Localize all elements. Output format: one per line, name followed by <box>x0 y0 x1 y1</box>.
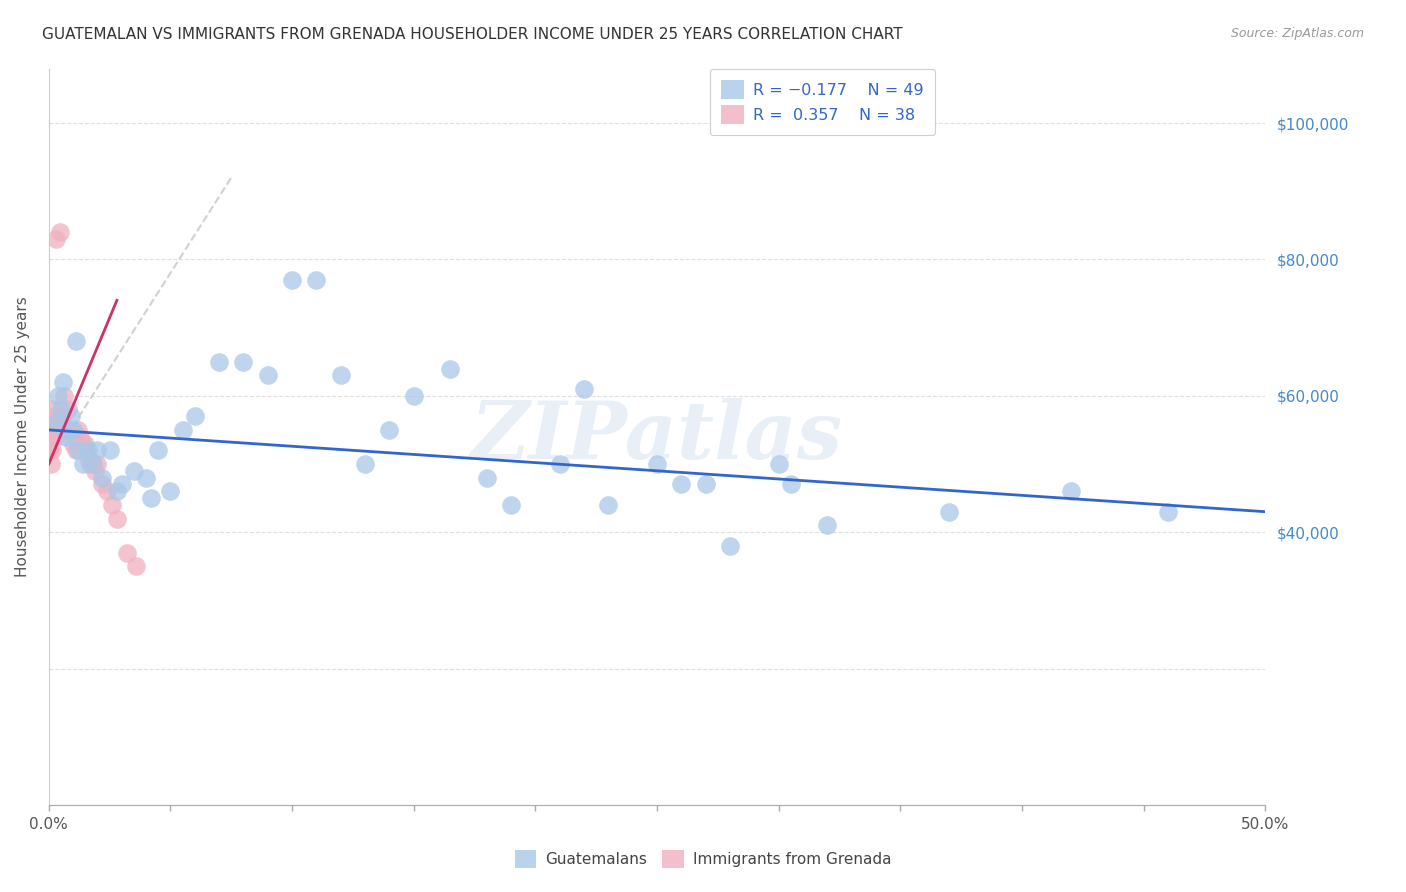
Point <box>111 477 134 491</box>
Y-axis label: Householder Income Under 25 years: Householder Income Under 25 years <box>15 296 30 577</box>
Point <box>39 423 62 437</box>
Point <box>768 457 790 471</box>
Point <box>475 470 498 484</box>
Point <box>91 470 114 484</box>
Legend: R = −0.177    N = 49, R =  0.357    N = 38: R = −0.177 N = 49, R = 0.357 N = 38 <box>710 70 935 135</box>
Point <box>105 511 128 525</box>
Point <box>46 416 69 430</box>
Point <box>329 368 352 383</box>
Point <box>232 355 254 369</box>
Point <box>41 443 63 458</box>
Point <box>42 430 65 444</box>
Point <box>45 416 67 430</box>
Point <box>96 484 118 499</box>
Point <box>55 430 77 444</box>
Point <box>66 443 89 458</box>
Point <box>49 409 72 424</box>
Point <box>86 443 108 458</box>
Point <box>208 355 231 369</box>
Point <box>548 457 571 471</box>
Point <box>148 443 170 458</box>
Point <box>938 505 960 519</box>
Point <box>139 491 162 505</box>
Point <box>72 436 94 450</box>
Point <box>66 423 89 437</box>
Point <box>39 457 62 471</box>
Point <box>62 436 84 450</box>
Point <box>52 409 75 424</box>
Point <box>671 477 693 491</box>
Legend: Guatemalans, Immigrants from Grenada: Guatemalans, Immigrants from Grenada <box>508 843 898 875</box>
Point <box>69 430 91 444</box>
Point <box>76 443 98 458</box>
Text: GUATEMALAN VS IMMIGRANTS FROM GRENADA HOUSEHOLDER INCOME UNDER 25 YEARS CORRELAT: GUATEMALAN VS IMMIGRANTS FROM GRENADA HO… <box>42 27 903 42</box>
Point <box>79 457 101 471</box>
Point <box>172 423 194 437</box>
Point <box>58 402 80 417</box>
Point <box>44 409 66 424</box>
Point <box>48 225 70 239</box>
Point <box>86 457 108 471</box>
Point <box>105 484 128 499</box>
Point <box>159 484 181 499</box>
Point <box>695 477 717 491</box>
Point <box>779 477 801 491</box>
Point <box>378 423 401 437</box>
Point <box>65 443 87 458</box>
Point <box>59 409 82 424</box>
Point <box>718 539 741 553</box>
Point <box>645 457 668 471</box>
Point <box>49 402 72 417</box>
Point <box>45 423 67 437</box>
Point <box>72 457 94 471</box>
Point <box>51 423 73 437</box>
Point <box>52 375 75 389</box>
Point <box>184 409 207 424</box>
Point <box>59 423 82 437</box>
Point <box>52 389 75 403</box>
Point <box>135 470 157 484</box>
Point <box>256 368 278 383</box>
Point <box>39 443 62 458</box>
Point <box>82 457 104 471</box>
Point <box>354 457 377 471</box>
Point <box>402 389 425 403</box>
Point <box>45 232 67 246</box>
Point <box>42 416 65 430</box>
Point <box>48 423 70 437</box>
Point <box>62 423 84 437</box>
Point <box>76 450 98 465</box>
Point <box>82 457 104 471</box>
Point <box>91 477 114 491</box>
Text: Source: ZipAtlas.com: Source: ZipAtlas.com <box>1230 27 1364 40</box>
Point <box>75 436 97 450</box>
Point <box>281 273 304 287</box>
Point <box>572 382 595 396</box>
Point <box>125 559 148 574</box>
Point <box>115 546 138 560</box>
Point <box>598 498 620 512</box>
Point <box>48 389 70 403</box>
Point <box>439 361 461 376</box>
Point <box>1060 484 1083 499</box>
Point <box>84 464 107 478</box>
Point <box>305 273 328 287</box>
Point <box>55 423 77 437</box>
Point <box>499 498 522 512</box>
Text: ZIPatlas: ZIPatlas <box>471 398 844 475</box>
Point <box>101 498 124 512</box>
Point <box>1157 505 1180 519</box>
Point <box>41 402 63 417</box>
Point <box>815 518 838 533</box>
Point <box>42 430 65 444</box>
Point <box>122 464 145 478</box>
Point <box>98 443 121 458</box>
Point <box>65 334 87 349</box>
